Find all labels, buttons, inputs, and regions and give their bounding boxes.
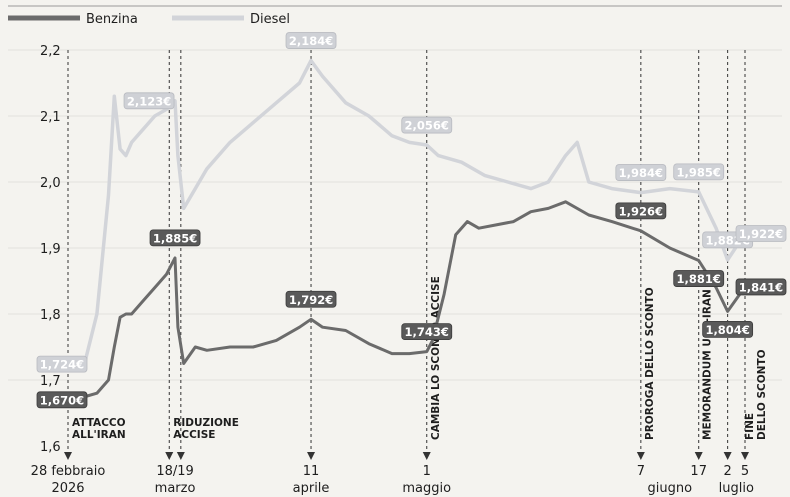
legend: Benzina Diesel [8,12,290,27]
value-label-diesel: 1,984€ [615,164,667,181]
value-label-box [36,355,88,373]
value-label-text: 1,926€ [619,204,663,218]
series-lines [67,58,747,402]
value-label-diesel: 1,922€ [735,225,787,242]
event-arrow [64,452,72,460]
x-tick-label: 2 [724,464,732,479]
event-label: ALL'IRAN [72,429,126,441]
value-labels: 1,670€ 1,885€ 1,792€ 1,743€ 1,926€ 1,881€ 1,80… [36,32,787,409]
value-label-diesel: 1,985€ [673,163,725,181]
value-label-benzina: 1,885€ [149,229,201,247]
value-label-text: 1,841€ [739,280,783,294]
x-tick-sublabel: aprile [293,481,330,496]
y-tick-label: 1,9 [40,242,61,257]
value-label-box [401,116,453,134]
x-tick-sublabel: 2026 [51,481,84,496]
event-arrow [307,452,316,460]
value-label-box [735,225,787,242]
value-label-diesel: 2,123€ [123,92,175,110]
value-label-benzina: 1,881€ [673,270,725,287]
value-label-box [149,229,201,247]
value-label-text: 1,792€ [289,293,333,307]
value-label-text: 1,881€ [677,272,721,286]
value-label-box [702,320,754,338]
value-label-text: 1,670€ [40,393,84,407]
value-label-benzina: 1,841€ [735,278,787,296]
event-label: DELLO SCONTO [756,349,768,440]
event-label: ACCISE [173,429,215,441]
x-tick-label: 7 [637,464,645,479]
value-label-text: 1,743€ [405,325,449,339]
x-tick-label: 1 [423,464,431,479]
event-arrow [723,452,732,460]
x-tick-sublabel: marzo [155,481,196,496]
value-label-text: 2,056€ [405,119,449,133]
value-label-benzina: 1,743€ [401,323,453,341]
value-label-diesel: 2,056€ [401,116,453,134]
y-tick-label: 1,6 [40,440,61,455]
event-arrow [422,452,431,460]
x-tick-label: 17 [690,464,707,479]
value-label-box [615,164,667,181]
value-label-box [673,270,725,287]
event-label: FINE [744,413,756,440]
value-label-box [285,32,337,49]
series-line-diesel [67,58,747,366]
value-label-text: 2,123€ [127,94,171,108]
value-label-box [615,202,667,220]
x-tick-sublabel: maggio [402,481,451,496]
event-arrow [165,452,174,460]
event-arrow [741,452,749,460]
event-label: PROROGA DELLO SCONTO [644,287,656,440]
event-arrow [636,452,645,460]
x-tick-label: 28 febbraio [31,464,106,479]
legend-label-benzina: Benzina [86,12,138,27]
event-arrow [694,452,703,460]
event-label: CAMBIA LO SCONTO ACCISE [430,276,442,440]
x-tick-label: 5 [741,464,749,479]
value-label-box [735,278,787,296]
x-month-label: giugno [647,481,692,496]
y-tick-label: 2,0 [40,176,61,191]
value-label-text: 1,985€ [677,165,721,179]
value-label-box [285,290,337,308]
y-tick-label: 1,7 [40,374,61,389]
grid [8,5,782,381]
value-label-benzina: 1,670€ [36,391,88,409]
value-label-box [673,163,725,181]
x-month-label: luglio [719,481,754,496]
event-arrow [176,452,185,460]
value-label-benzina: 1,804€ [702,320,754,338]
value-label-text: 2,184€ [289,34,333,48]
y-tick-label: 2,2 [40,44,61,59]
x-tick-label: 11 [303,464,320,479]
y-tick-label: 1,8 [40,308,61,323]
event-label: MEMORANDUM USA-IRAN [702,289,714,440]
series-line-benzina [67,200,747,402]
value-label-text: 1,724€ [40,358,84,372]
x-axis-ticks: 28 febbraio 2026 18/19 marzo 11 aprile 1 maggio… [31,464,754,496]
value-label-benzina: 1,792€ [285,290,337,308]
value-label-diesel: 1,724€ [36,355,88,373]
value-label-box [36,391,88,409]
event-label: ATTACCO [72,417,126,429]
value-label-box [401,323,453,341]
value-label-text: 1,984€ [619,166,663,180]
y-axis-ticks: 1,6 1,7 1,8 1,9 2,0 2,1 2,2 [40,44,61,455]
legend-label-diesel: Diesel [250,12,290,27]
event-label: RIDUZIONE [173,417,239,429]
value-label-text: 1,922€ [739,227,783,241]
y-tick-label: 2,1 [40,110,61,125]
value-label-text: 1,885€ [153,231,197,245]
value-label-text: 1,804€ [705,323,749,337]
value-label-diesel: 2,184€ [285,32,337,49]
x-tick-label: 18/19 [156,464,193,479]
value-label-box [123,92,175,110]
value-label-benzina: 1,926€ [615,202,667,220]
